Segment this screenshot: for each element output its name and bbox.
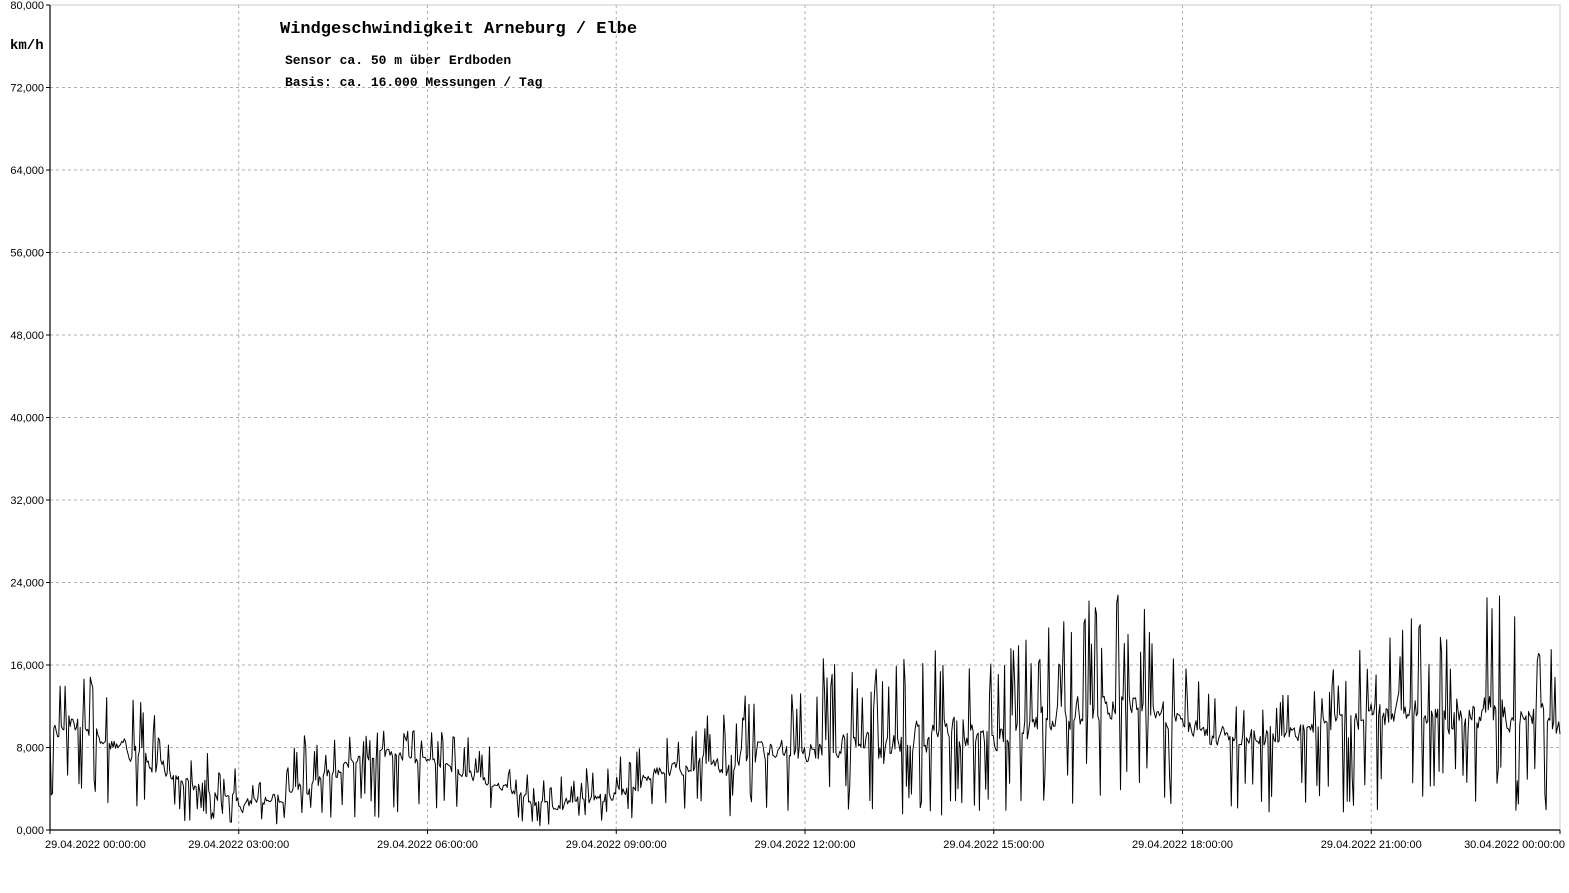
svg-text:40,000: 40,000 [10, 413, 44, 425]
chart-title: Windgeschwindigkeit Arneburg / Elbe [280, 20, 637, 39]
svg-text:0,000: 0,000 [16, 825, 44, 837]
svg-text:29.04.2022 03:00:00: 29.04.2022 03:00:00 [188, 839, 289, 851]
svg-text:16,000: 16,000 [10, 660, 44, 672]
svg-text:29.04.2022 06:00:00: 29.04.2022 06:00:00 [377, 839, 478, 851]
svg-text:32,000: 32,000 [10, 495, 44, 507]
svg-text:72,000: 72,000 [10, 83, 44, 95]
svg-text:48,000: 48,000 [10, 330, 44, 342]
svg-text:30.04.2022 00:00:00: 30.04.2022 00:00:00 [1464, 839, 1565, 851]
chart-subtitle-1: Sensor ca. 50 m über Erdboden [285, 53, 511, 68]
svg-text:29.04.2022 15:00:00: 29.04.2022 15:00:00 [943, 839, 1044, 851]
y-axis-label: km/h [10, 38, 44, 54]
svg-text:29.04.2022 12:00:00: 29.04.2022 12:00:00 [755, 839, 856, 851]
svg-text:24,000: 24,000 [10, 578, 44, 590]
chart-svg: 0,000 8,000 16,000 24,000 32,000 40,000 48,000… [0, 0, 1569, 893]
svg-text:80,000: 80,000 [10, 0, 44, 12]
svg-text:29.04.2022 21:00:00: 29.04.2022 21:00:00 [1321, 839, 1422, 851]
svg-text:29.04.2022 00:00:00: 29.04.2022 00:00:00 [45, 839, 146, 851]
svg-text:8,000: 8,000 [16, 743, 44, 755]
chart-subtitle-2: Basis: ca. 16.000 Messungen / Tag [285, 75, 542, 90]
svg-text:29.04.2022 18:00:00: 29.04.2022 18:00:00 [1132, 839, 1233, 851]
chart-container: Windgeschwindigkeit Arneburg / Elbe Sens… [0, 0, 1569, 893]
svg-text:29.04.2022 09:00:00: 29.04.2022 09:00:00 [566, 839, 667, 851]
svg-text:56,000: 56,000 [10, 248, 44, 260]
svg-text:64,000: 64,000 [10, 165, 44, 177]
